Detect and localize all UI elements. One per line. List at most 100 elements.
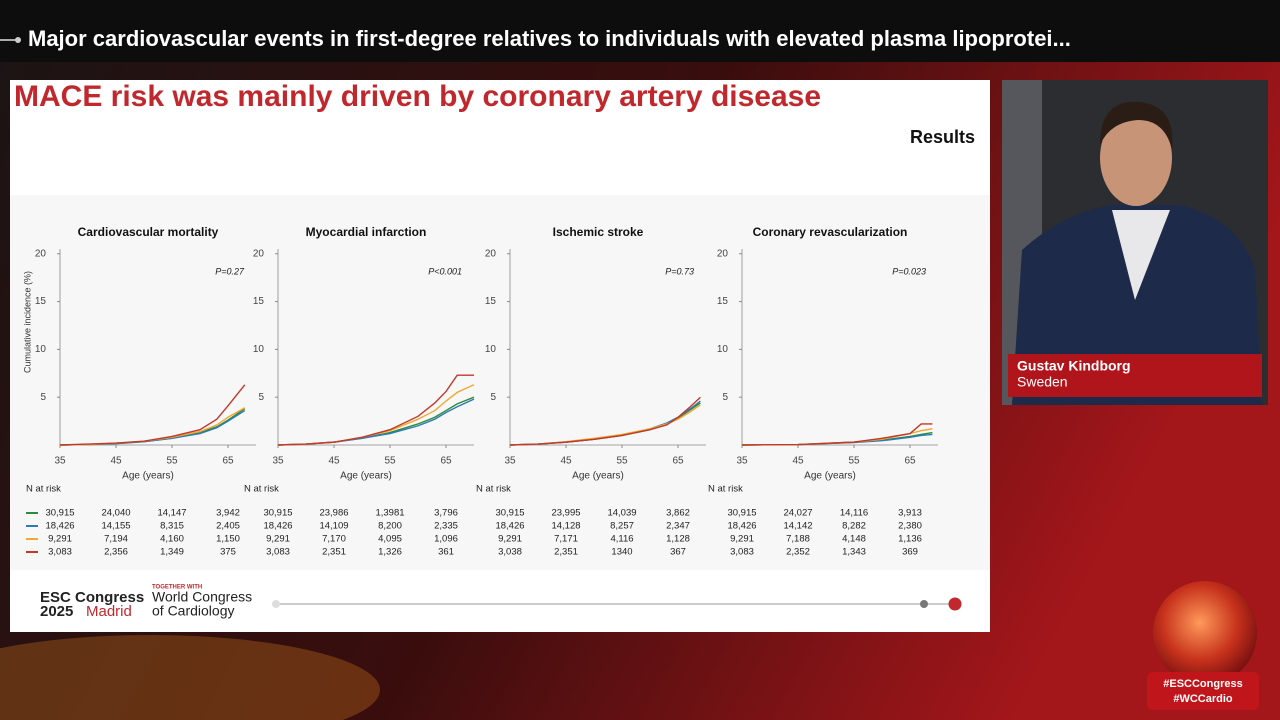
name-caption	[1008, 354, 1262, 397]
x-tick-label: 65	[672, 456, 684, 467]
top-bar	[0, 0, 1280, 62]
risk-cell: 1,3981	[375, 508, 404, 519]
risk-cell: 8,282	[842, 521, 866, 532]
y-tick-label: 5	[258, 392, 264, 403]
risk-cell: 361	[438, 547, 454, 558]
hashtag: #ESCCongress	[1163, 678, 1242, 690]
risk-cell: 2,380	[898, 521, 922, 532]
risk-cell: 369	[902, 547, 918, 558]
risk-cell: 30,915	[45, 508, 74, 519]
speaker-name: Gustav Kindborg	[1017, 358, 1131, 374]
risk-cell: 14,128	[551, 521, 580, 532]
risk-cell: 23,995	[551, 508, 580, 519]
risk-cell: 2,351	[322, 547, 346, 558]
risk-cell: 4,148	[842, 534, 866, 545]
risk-cell: 9,291	[266, 534, 290, 545]
risk-cell: 14,155	[101, 521, 130, 532]
risk-cell: 1,343	[842, 547, 866, 558]
risk-cell: 1,150	[216, 534, 240, 545]
risk-cell: 2,405	[216, 521, 240, 532]
risk-cell: 375	[220, 547, 236, 558]
p-value: P=0.73	[665, 266, 694, 276]
risk-cell: 4,095	[378, 534, 402, 545]
y-axis-label: Cumulative incidence (%)	[22, 271, 32, 373]
risk-cell: 14,142	[783, 521, 812, 532]
risk-label: N at risk	[708, 484, 743, 495]
risk-cell: 1,136	[898, 534, 922, 545]
curve	[741, 423, 933, 446]
y-tick-label: 20	[717, 248, 729, 259]
risk-label: N at risk	[244, 484, 279, 495]
risk-cell: 1,326	[378, 547, 402, 558]
curve	[509, 396, 701, 446]
risk-cell: 9,291	[48, 534, 72, 545]
y-tick-label: 15	[485, 296, 497, 307]
congress-name: ESC Congress	[40, 589, 144, 606]
video-title: Major cardiovascular events in first-deg…	[28, 26, 1071, 51]
speaker-hair	[1100, 101, 1173, 150]
x-tick-label: 45	[560, 456, 572, 467]
x-axis-label: Age (years)	[804, 471, 856, 482]
y-tick-label: 10	[253, 344, 265, 355]
x-axis-label: Age (years)	[122, 471, 174, 482]
risk-cell: 3,038	[498, 547, 522, 558]
risk-cell: 3,913	[898, 508, 922, 519]
congress-year: 2025	[40, 603, 73, 620]
risk-cell: 18,426	[495, 521, 524, 532]
partner-line2: of Cardiology	[152, 603, 235, 619]
y-tick-label: 20	[35, 248, 47, 259]
chart-title: Ischemic stroke	[553, 225, 644, 239]
globe-logo	[1153, 581, 1257, 685]
y-tick-label: 10	[35, 344, 47, 355]
risk-cell: 8,315	[160, 521, 184, 532]
risk-cell: 2,352	[786, 547, 810, 558]
risk-cell: 367	[670, 547, 686, 558]
x-tick-label: 35	[54, 456, 66, 467]
progress-dot	[920, 600, 928, 608]
risk-cell: 18,426	[263, 521, 292, 532]
risk-cell: 4,116	[610, 534, 633, 545]
y-tick-label: 15	[35, 296, 47, 307]
risk-cell: 8,257	[610, 521, 634, 532]
x-tick-label: 65	[440, 456, 452, 467]
progress-start	[272, 600, 280, 608]
chart-title: Coronary revascularization	[753, 225, 908, 239]
y-tick-label: 20	[485, 248, 497, 259]
partner-line1: World Congress	[152, 589, 252, 605]
y-tick-label: 5	[722, 392, 728, 403]
slide-title: MACE risk was mainly driven by coronary …	[14, 80, 821, 113]
chart-title: Myocardial infarction	[306, 225, 427, 239]
progress-current	[948, 597, 962, 611]
congress-city: Madrid	[86, 603, 132, 620]
risk-cell: 2,351	[554, 547, 578, 558]
risk-cell: 14,147	[157, 508, 186, 519]
risk-cell: 30,915	[727, 508, 756, 519]
y-tick-label: 15	[717, 296, 729, 307]
y-tick-label: 10	[485, 344, 497, 355]
risk-cell: 1,349	[160, 547, 184, 558]
risk-cell: 7,194	[104, 534, 128, 545]
risk-cell: 3,083	[48, 547, 72, 558]
x-tick-label: 35	[504, 456, 516, 467]
curve	[277, 374, 474, 446]
x-tick-label: 65	[222, 456, 234, 467]
risk-cell: 2,347	[666, 521, 690, 532]
risk-cell: 3,796	[434, 508, 458, 519]
x-axis-label: Age (years)	[572, 471, 624, 482]
speaker-head	[1100, 110, 1172, 206]
slide-chart-area	[10, 195, 990, 570]
risk-cell: 24,040	[101, 508, 130, 519]
slide-section: Results	[910, 127, 975, 147]
p-value: P=0.023	[892, 266, 926, 276]
risk-cell: 14,116	[840, 508, 868, 519]
risk-cell: 3,942	[216, 508, 240, 519]
risk-cell: 24,027	[783, 508, 812, 519]
y-tick-label: 5	[490, 392, 496, 403]
x-tick-label: 65	[904, 456, 916, 467]
risk-label: N at risk	[26, 484, 61, 495]
risk-cell: 1,128	[666, 534, 690, 545]
risk-label: N at risk	[476, 484, 511, 495]
x-tick-label: 35	[736, 456, 748, 467]
